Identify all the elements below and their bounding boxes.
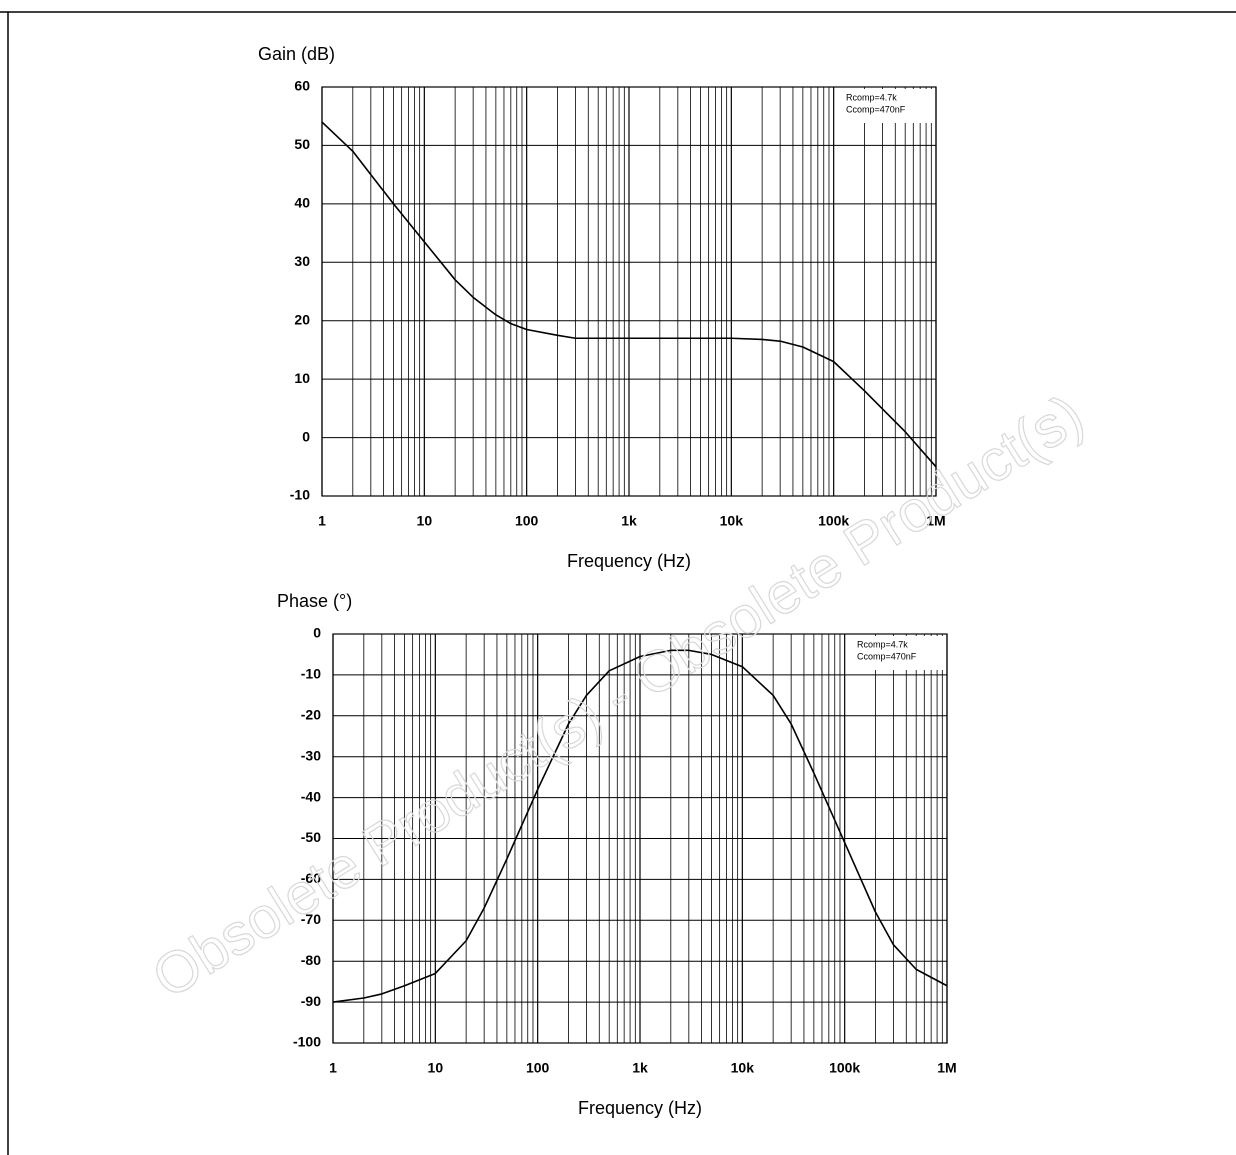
y-tick-label: -100 <box>293 1034 321 1050</box>
y-tick-label: -40 <box>301 788 321 804</box>
plot-frame <box>332 633 948 1044</box>
x-tick-label: 1M <box>926 513 945 529</box>
watermark: Obsolete Product(s) - Obsolete Product(s… <box>141 382 1094 1011</box>
y-tick-label: 40 <box>294 195 310 211</box>
y-tick-label: 0 <box>313 625 321 641</box>
annotation: Rcomp=4.7k <box>857 639 908 649</box>
y-tick-label: -10 <box>290 487 310 503</box>
x-tick-label: 100k <box>818 513 849 529</box>
x-tick-label: 1 <box>318 513 326 529</box>
y-tick-label: -30 <box>301 747 321 763</box>
y-tick-label: -80 <box>301 952 321 968</box>
y-tick-label: -60 <box>301 870 321 886</box>
annotation: Ccomp=470nF <box>857 651 917 661</box>
y-tick-label: 30 <box>294 253 310 269</box>
annotation: Ccomp=470nF <box>846 104 906 114</box>
x-axis-title: Frequency (Hz) <box>567 551 691 571</box>
annotation: Rcomp=4.7k <box>846 92 897 102</box>
x-tick-label: 1k <box>621 513 637 529</box>
x-tick-label: 100 <box>515 513 539 529</box>
y-tick-label: 0 <box>302 428 310 444</box>
y-axis-title: Gain (dB) <box>258 44 335 64</box>
y-tick-label: 10 <box>294 370 310 386</box>
y-axis-title: Phase (°) <box>277 591 352 611</box>
x-tick-label: 100 <box>526 1060 550 1076</box>
x-tick-label: 1M <box>937 1060 956 1076</box>
y-tick-label: -10 <box>301 666 321 682</box>
y-tick-label: 60 <box>294 78 310 94</box>
y-tick-label: -20 <box>301 707 321 723</box>
y-tick-label: -70 <box>301 911 321 927</box>
x-tick-label: 10k <box>731 1060 755 1076</box>
annotation-box <box>842 89 934 123</box>
x-tick-label: 10k <box>720 513 744 529</box>
data-line <box>321 121 937 468</box>
x-tick-label: 1k <box>632 1060 648 1076</box>
x-tick-label: 10 <box>417 513 433 529</box>
x-tick-label: 100k <box>829 1060 860 1076</box>
plot-frame <box>321 86 937 497</box>
x-tick-label: 1 <box>329 1060 337 1076</box>
y-tick-label: -50 <box>301 829 321 845</box>
y-tick-label: -90 <box>301 993 321 1009</box>
y-tick-label: 50 <box>294 136 310 152</box>
x-axis-title: Frequency (Hz) <box>578 1098 702 1118</box>
annotation-box <box>853 636 945 670</box>
y-tick-label: 20 <box>294 311 310 327</box>
data-line <box>332 649 948 1003</box>
x-tick-label: 10 <box>428 1060 444 1076</box>
